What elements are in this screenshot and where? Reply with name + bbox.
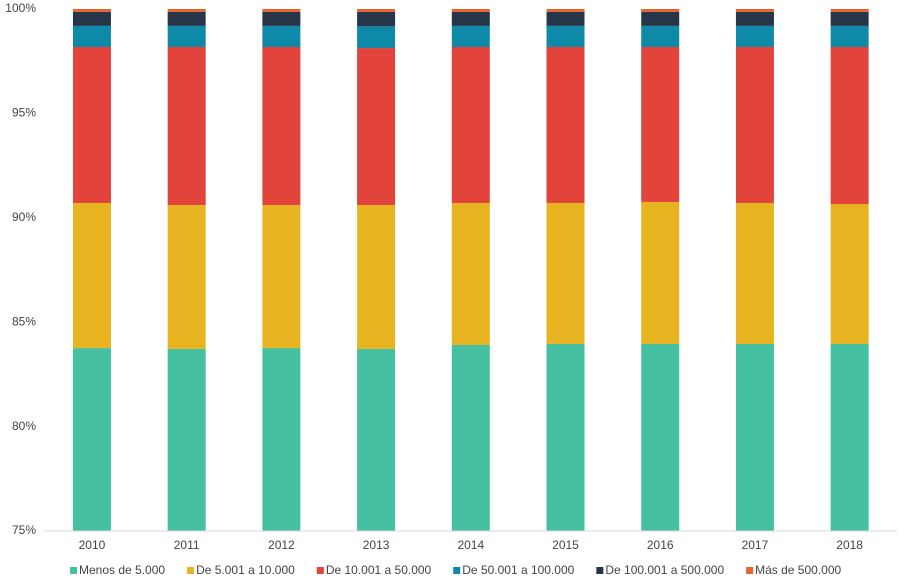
legend-swatch (187, 567, 195, 574)
bar-segment (167, 348, 206, 531)
legend-swatch (70, 567, 77, 574)
bar-segment (72, 47, 111, 203)
legend-swatch (453, 567, 461, 574)
legend-label: Más de 500.000 (755, 563, 841, 577)
bar-segment (830, 343, 869, 531)
bar-segment (830, 9, 869, 12)
bar-segment (830, 25, 869, 48)
bar-segment (262, 9, 301, 12)
bar-segment (451, 25, 490, 48)
bar-segment (262, 47, 301, 206)
bar-segment (262, 11, 301, 26)
bar-segment (451, 344, 490, 531)
bar-segment (451, 9, 490, 12)
bar-segment (830, 11, 869, 26)
bar-segment (735, 11, 774, 26)
x-tick-label: 2018 (836, 538, 863, 552)
legend-label: De 100.001 a 500.000 (605, 563, 724, 577)
bar-segment (641, 11, 680, 26)
bar-segment (546, 343, 585, 531)
bar-segment (546, 11, 585, 26)
legend-label: De 5.001 a 10.000 (196, 563, 295, 577)
x-tick-label: 2012 (268, 538, 295, 552)
x-tick-label: 2016 (647, 538, 674, 552)
bar-segment (641, 343, 680, 531)
bar-segment (546, 202, 585, 344)
bar-segment (357, 11, 396, 27)
bar-segment (546, 47, 585, 203)
legend-label: De 10.001 a 50.000 (326, 563, 432, 577)
bar-segment (641, 47, 680, 202)
bar-segment (451, 47, 490, 203)
bar-segment (830, 47, 869, 205)
legend-label: Menos de 5.000 (79, 563, 165, 577)
bar-segment (735, 25, 774, 48)
bar-segment (546, 9, 585, 12)
bar-segment (735, 47, 774, 203)
legend-swatch (746, 567, 754, 574)
bar-segment (357, 9, 396, 12)
legend-swatch (596, 567, 604, 574)
bar-segment (167, 9, 206, 12)
bar-segment (72, 202, 111, 349)
x-tick-label: 2017 (742, 538, 769, 552)
bar-segment (641, 25, 680, 48)
x-tick-label: 2011 (174, 538, 200, 552)
y-tick-label: 100% (5, 1, 36, 15)
bar-segment (357, 348, 396, 531)
bar-segment (357, 48, 396, 206)
bar-segment (357, 26, 396, 49)
bar-segment (735, 343, 774, 531)
bar-segment (262, 25, 301, 48)
y-tick-label: 75% (12, 523, 36, 537)
x-tick-label: 2014 (457, 538, 484, 552)
x-tick-label: 2010 (79, 538, 106, 552)
x-tick-label: 2015 (552, 538, 579, 552)
bar-segment (735, 202, 774, 344)
bar-segment (167, 47, 206, 206)
bar-segment (72, 348, 111, 531)
y-tick-label: 90% (12, 210, 36, 224)
bar-segment (167, 205, 206, 349)
bar-segment (546, 25, 585, 48)
bar-segment (641, 201, 680, 344)
y-tick-label: 80% (12, 419, 36, 433)
bar-segment (830, 204, 869, 344)
bar-segment (735, 9, 774, 12)
bar-segment (262, 205, 301, 349)
legend-label: De 50.001 a 100.000 (462, 563, 574, 577)
bar-segment (72, 9, 111, 12)
bar-segment (641, 9, 680, 12)
legend-swatch (316, 567, 324, 574)
bar-segment (167, 25, 206, 48)
bar-segment (451, 11, 490, 26)
bar-segment (167, 11, 206, 26)
x-tick-label: 2013 (363, 538, 390, 552)
y-tick-label: 85% (12, 314, 36, 328)
bar-segment (262, 348, 301, 531)
bar-segment (357, 205, 396, 349)
bar-segment (72, 11, 111, 26)
y-tick-label: 95% (12, 106, 36, 120)
bar-segment (72, 25, 111, 48)
bar-segment (451, 202, 490, 345)
